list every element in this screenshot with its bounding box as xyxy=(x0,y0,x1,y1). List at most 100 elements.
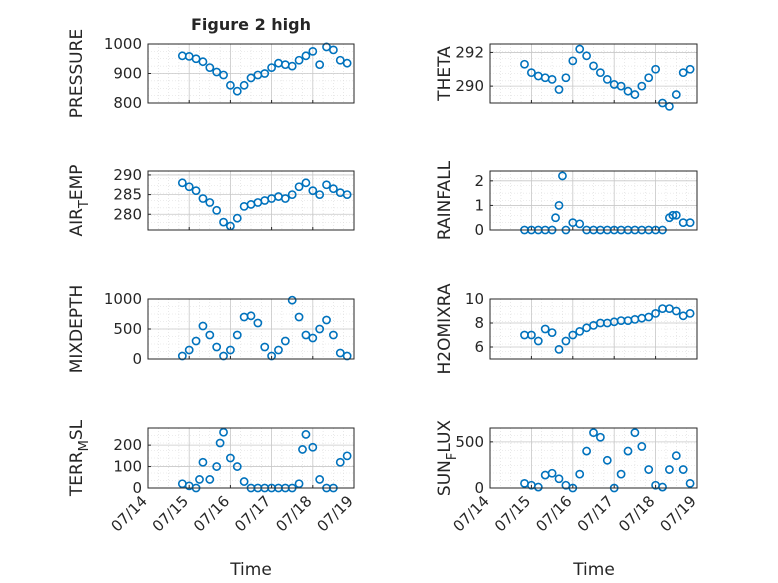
data-point xyxy=(308,333,318,343)
data-point xyxy=(205,475,215,484)
data-point xyxy=(239,477,249,486)
data-point xyxy=(232,213,242,223)
data-point xyxy=(280,336,290,346)
y-axis-label: H2OMIXRA xyxy=(435,283,455,374)
data-point xyxy=(219,427,228,437)
data-point xyxy=(533,336,543,346)
data-point xyxy=(260,342,270,352)
data-point xyxy=(658,482,667,492)
data-point xyxy=(246,73,256,83)
data-point xyxy=(191,54,201,64)
data-point xyxy=(287,190,297,199)
figure-title: Figure 2 high xyxy=(191,15,311,34)
data-point xyxy=(322,315,331,325)
axes-border xyxy=(489,170,698,231)
data-point xyxy=(342,351,352,361)
data-point xyxy=(301,178,311,188)
data-point xyxy=(575,44,585,54)
data-point xyxy=(225,453,235,463)
x-axis-label-left: Time xyxy=(229,560,272,580)
y-tick-label: 0 xyxy=(132,479,142,497)
data-point xyxy=(315,190,325,199)
data-point xyxy=(212,462,222,471)
data-point xyxy=(177,178,187,188)
data-point xyxy=(205,330,215,340)
data-point xyxy=(274,345,283,355)
data-point xyxy=(551,213,560,223)
y-tick-label: 100 xyxy=(113,458,142,476)
y-tick-label: 0 xyxy=(132,350,142,368)
data-point xyxy=(554,474,564,484)
data-point xyxy=(547,468,557,478)
y-axis-label: THETA xyxy=(435,46,455,102)
data-point xyxy=(685,64,695,74)
data-point xyxy=(198,194,208,203)
y-tick-label: 900 xyxy=(113,65,142,83)
data-point xyxy=(315,475,325,484)
y-tick-label: 1000 xyxy=(104,290,142,308)
data-point xyxy=(554,201,564,210)
axes-area xyxy=(490,171,697,230)
y-tick-label: 285 xyxy=(113,186,142,204)
data-point xyxy=(637,81,647,91)
data-point xyxy=(342,58,352,68)
data-point xyxy=(287,61,297,71)
y-axis-label: SUNFLUX xyxy=(435,420,460,497)
y-tick-label: 292 xyxy=(455,43,484,61)
data-point xyxy=(205,63,215,72)
data-point xyxy=(644,312,654,322)
data-point xyxy=(195,475,204,484)
axes-border xyxy=(489,427,698,489)
data-point xyxy=(561,73,571,83)
y-tick-label: 0 xyxy=(474,221,484,239)
y-tick-label: 290 xyxy=(113,166,142,184)
axes-border xyxy=(147,427,355,489)
y-tick-label: 290 xyxy=(455,77,484,95)
data-point xyxy=(602,75,612,84)
data-point xyxy=(267,63,276,72)
y-tick-label: 200 xyxy=(113,436,142,454)
data-point xyxy=(267,351,276,361)
data-point xyxy=(212,67,222,77)
y-axis-label: RAINFALL xyxy=(435,160,455,240)
data-point xyxy=(671,451,681,461)
data-point xyxy=(205,198,215,207)
data-point xyxy=(212,342,222,352)
data-point xyxy=(630,90,640,99)
axes-border xyxy=(489,43,698,104)
data-point xyxy=(582,51,591,61)
data-point xyxy=(342,451,352,461)
data-point xyxy=(637,442,647,451)
data-point xyxy=(561,336,571,346)
data-point xyxy=(301,430,311,439)
data-point xyxy=(184,182,194,192)
data-point xyxy=(294,479,304,489)
subplot-rainfall: 0 1 2 RAINFALL xyxy=(435,160,698,240)
data-point xyxy=(198,321,208,331)
data-point xyxy=(630,428,640,438)
data-point xyxy=(335,457,345,467)
data-point xyxy=(212,205,222,215)
subplot-h2omixra: 6 8 10 H2OMIXRA xyxy=(435,283,698,375)
data-point xyxy=(219,70,228,80)
data-point xyxy=(554,85,564,94)
data-point xyxy=(298,445,307,454)
data-point xyxy=(520,59,529,69)
data-point xyxy=(644,73,654,83)
data-point xyxy=(294,182,304,192)
data-point xyxy=(602,455,612,465)
data-point xyxy=(547,328,557,337)
data-point xyxy=(527,68,536,78)
data-point xyxy=(671,90,681,99)
data-point xyxy=(184,345,194,355)
data-point xyxy=(198,457,208,467)
data-point xyxy=(280,194,290,203)
y-axis-label: TERRMSL xyxy=(67,419,92,497)
data-point xyxy=(287,295,297,305)
y-tick-label: 6 xyxy=(474,338,484,356)
data-point xyxy=(651,308,660,318)
subplot-pressure: 800 900 1000 PRESSURE xyxy=(67,29,355,118)
